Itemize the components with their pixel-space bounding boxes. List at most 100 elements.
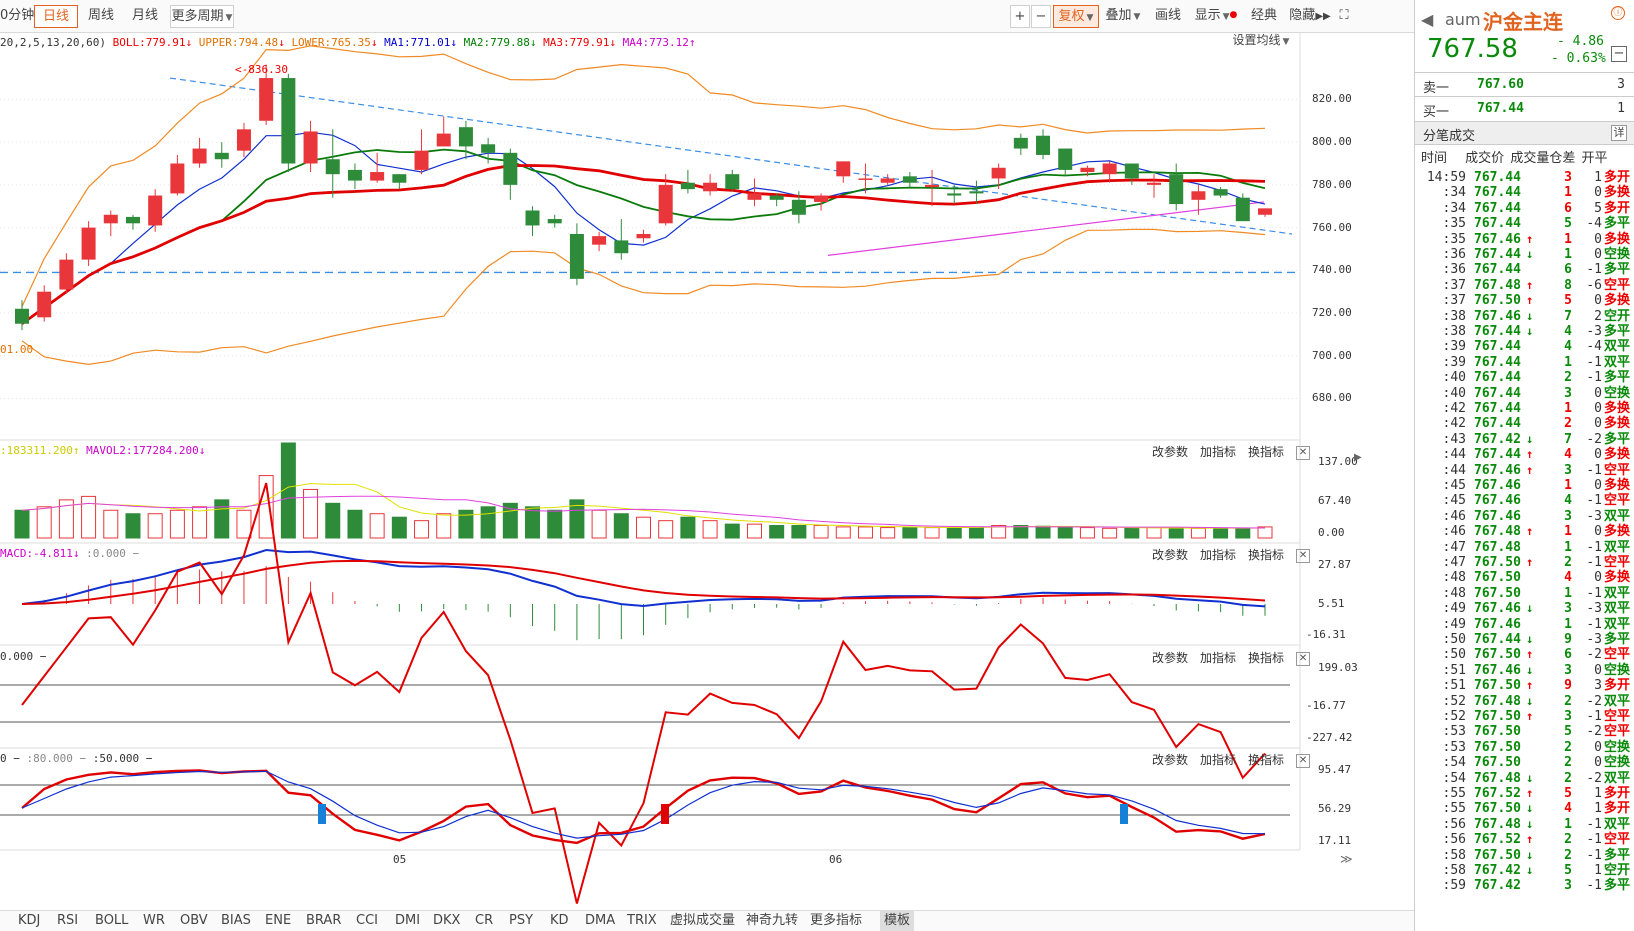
indicator-tab-0[interactable]: KDJ [18,913,41,928]
info-icon[interactable]: ⓘ [1611,6,1625,20]
candle[interactable] [1258,208,1272,217]
indicator-tab-16[interactable]: 虚拟成交量 [670,913,736,928]
close-icon[interactable]: ✕ [1296,445,1311,460]
candle[interactable] [614,219,629,260]
indicator-tab-7[interactable]: BRAR [306,913,342,928]
candle[interactable] [436,116,451,147]
hide-button[interactable]: 隐藏▶▶ [1288,5,1332,28]
prev-contract-icon[interactable]: ◀ [1421,10,1434,29]
candle[interactable] [1058,148,1073,177]
candle[interactable] [214,142,229,168]
tab-weekly[interactable]: 周线 [87,8,114,23]
collapse-icon[interactable]: − [1611,46,1627,62]
indicator-tab-5[interactable]: BIAS [221,913,251,928]
candle[interactable] [15,300,29,331]
add-indicator-button[interactable]: 加指标 [1200,548,1237,562]
indicator-tab-2[interactable]: BOLL [95,913,129,928]
candle[interactable] [1124,163,1139,185]
candle[interactable] [1169,163,1184,211]
candle[interactable] [991,163,1006,190]
candle[interactable] [59,253,74,294]
adjust-rights-button[interactable]: 复权 ▼ [1053,5,1099,28]
candle[interactable] [703,174,718,196]
candle[interactable] [969,180,984,205]
classic-button[interactable]: 经典 [1250,8,1277,23]
candle[interactable] [791,191,806,224]
candle[interactable] [37,285,52,322]
candle[interactable] [259,64,274,126]
indicator-tab-10[interactable]: DKX [433,913,461,928]
candle[interactable] [1080,165,1095,177]
candle[interactable] [1147,174,1162,198]
fullscreen-icon[interactable]: ⛶ [1339,8,1349,23]
candle[interactable] [1102,161,1117,183]
candle[interactable] [303,120,318,173]
add-indicator-button[interactable]: 加指标 [1200,445,1237,459]
zoom-out-button[interactable]: − [1031,5,1051,28]
zoom-in-button[interactable]: + [1010,5,1030,28]
indicator-tab-13[interactable]: KD [550,913,569,928]
panel-toggle-icon[interactable]: ▶ [1354,452,1362,463]
indicator-tab-6[interactable]: ENE [265,913,292,928]
candle[interactable] [236,122,251,158]
edit-params-button[interactable]: 改参数 [1152,753,1189,767]
edit-params-button[interactable]: 改参数 [1152,651,1189,665]
scroll-right-icon[interactable]: ≫ [1340,852,1353,866]
candle[interactable] [503,148,518,200]
indicator-tab-3[interactable]: WR [143,913,165,928]
candle[interactable] [680,169,695,194]
candle[interactable] [281,73,296,173]
indicator-tab-12[interactable]: PSY [509,913,534,928]
add-indicator-button[interactable]: 加指标 [1200,753,1237,767]
candle[interactable] [1235,193,1250,222]
candle[interactable] [414,129,429,175]
candle[interactable] [170,154,185,196]
candle[interactable] [458,120,473,160]
candle[interactable] [1191,184,1206,215]
candle[interactable] [1013,133,1028,155]
tab-monthly[interactable]: 月线 [131,8,158,23]
candle[interactable] [925,169,940,207]
candle[interactable] [658,174,673,226]
candle[interactable] [902,172,917,187]
candle[interactable] [547,214,562,228]
candle[interactable] [836,161,851,183]
switch-indicator-button[interactable]: 换指标 [1248,651,1285,665]
switch-indicator-button[interactable]: 换指标 [1248,445,1285,459]
tab-minute[interactable]: 0分钟 [0,8,35,23]
overlay-button[interactable]: 叠加 ▼ [1102,5,1144,28]
candle[interactable] [392,174,407,190]
candle[interactable] [636,229,651,243]
close-icon[interactable]: ✕ [1296,548,1311,563]
candle[interactable] [525,206,540,237]
candle[interactable] [747,178,762,207]
candle[interactable] [725,169,740,192]
candle[interactable] [148,189,163,232]
close-icon[interactable]: ✕ [1296,753,1311,768]
candle[interactable] [592,231,607,252]
candle[interactable] [347,163,362,190]
indicator-tab-8[interactable]: CCI [356,913,378,928]
switch-indicator-button[interactable]: 换指标 [1248,548,1285,562]
tab-daily[interactable]: 日线 [34,5,78,28]
candle[interactable] [192,137,207,168]
candle[interactable] [1036,129,1051,160]
detail-button[interactable]: 详 [1611,125,1627,141]
close-icon[interactable]: ✕ [1296,651,1311,666]
candle[interactable] [769,193,784,207]
candle[interactable] [569,223,584,286]
indicator-tab-14[interactable]: DMA [585,913,616,928]
candle[interactable] [103,210,118,237]
candle[interactable] [370,152,385,183]
edit-params-button[interactable]: 改参数 [1152,548,1189,562]
candle[interactable] [880,174,895,185]
indicator-tab-18[interactable]: 更多指标 [810,913,863,928]
edit-params-button[interactable]: 改参数 [1152,445,1189,459]
candle[interactable] [947,184,962,205]
candle[interactable] [81,221,96,267]
candle[interactable] [1213,186,1228,198]
ma-settings-button[interactable]: 设置均线 ▼ [1230,30,1292,53]
add-indicator-button[interactable]: 加指标 [1200,651,1237,665]
draw-line-button[interactable]: 画线 [1154,8,1181,23]
indicator-tab-17[interactable]: 神奇九转 [746,913,799,928]
